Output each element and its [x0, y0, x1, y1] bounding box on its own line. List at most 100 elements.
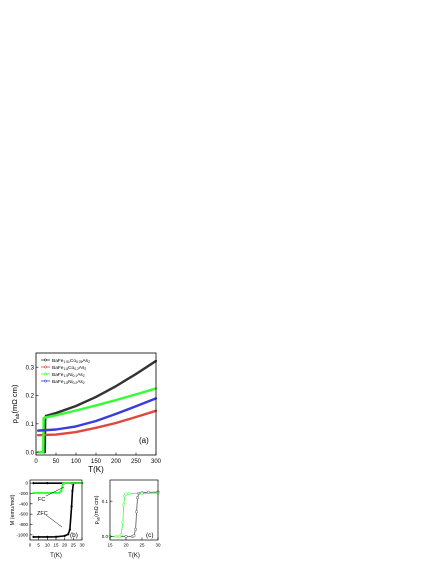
panel-b-xlabel: T(K): [50, 553, 62, 559]
panel-b-ylabel: M (emu/mol): [10, 494, 16, 525]
series-line-b-1: [33, 482, 82, 538]
legend-marker-2: [44, 372, 47, 376]
y-tick-label-b-2: -400: [19, 501, 29, 506]
data-point-c-1-4: [121, 520, 125, 524]
x-tick-label-c-0: 15: [107, 543, 113, 548]
x-tick-label-a-6: 300: [151, 459, 162, 465]
series-line-c-0: [110, 491, 159, 537]
data-point-a-2-1: [42, 451, 45, 454]
y-tick-label-b-3: -600: [19, 512, 29, 517]
data-point-b-1-7: [70, 505, 73, 508]
panel-b-ticks: 0 5 10 15 20 25 300-200-400-600-800-1000: [16, 481, 85, 548]
x-tick-label-a-3: 150: [91, 459, 102, 465]
x-tick-label-b-3: 15: [53, 543, 59, 548]
panel-a: 0 50 100 150 200 250 300 0.0 0.1 0.2 0.3 BaFe1.91C…: [10, 352, 162, 474]
data-point-a-1-3: [94, 426, 98, 429]
x-tick-label-b-0: 0: [29, 543, 32, 548]
legend-marker-1: [44, 365, 47, 369]
panel-a-label: (a): [139, 436, 149, 445]
data-point-c-0-5: [135, 510, 139, 514]
y-tick-label-b-1: -200: [19, 491, 29, 496]
data-point-c-1-5: [122, 503, 126, 507]
data-point-b-1-4: [63, 534, 66, 538]
data-point-b-1-6: [68, 528, 72, 531]
x-tick-label-a-2: 100: [71, 459, 82, 465]
data-point-a-2-3: [44, 416, 48, 419]
data-point-a-0-4: [54, 411, 58, 415]
data-point-a-2-5: [74, 409, 78, 412]
y-tick-label-a-3: 0.3: [26, 365, 35, 371]
y-tick-label-b-4: -800: [19, 522, 29, 527]
legend-label-3: BaFe1.8Ni0.2As2: [52, 379, 85, 385]
panel-a-ylabel: ρab(mΩ cm): [10, 384, 21, 423]
panel-a-series: [36, 359, 158, 454]
x-tick-label-b-1: 5: [37, 543, 40, 548]
panel-c-xlabel: T(K): [128, 553, 140, 559]
data-point-a-0-7: [114, 385, 118, 388]
data-point-a-1-2: [74, 430, 78, 434]
data-point-b-3-5: [60, 490, 63, 493]
zfc-label: ZFC: [37, 511, 48, 517]
data-point-b-3-0: [32, 491, 35, 495]
x-tick-label-a-0: 0: [34, 459, 38, 465]
fc-arrow: [45, 486, 65, 497]
data-point-a-3-3: [94, 419, 98, 423]
data-point-b-3-4: [58, 491, 61, 494]
y-tick-label-c-0: 0.0: [102, 534, 109, 539]
data-point-a-1-1: [54, 433, 58, 436]
data-point-a-3-4: [114, 412, 118, 416]
data-point-b-2-0: [32, 482, 35, 485]
data-point-a-1-4: [114, 421, 118, 425]
data-point-c-1-1: [114, 534, 118, 539]
x-tick-label-c-3: 30: [155, 543, 161, 548]
panel-b: 0 5 10 15 20 25 300-200-400-600-800-1000 FC ZF…: [10, 479, 85, 559]
panel-c: 15 20 25 30 0.0 0.1 T(K) ρab(mΩ cm) (c): [94, 479, 161, 559]
series-line-a-2: [38, 387, 157, 454]
panel-c-ticks: 15 20 25 30 0.0 0.1: [102, 499, 161, 548]
data-point-c-1-9: [140, 491, 144, 495]
data-point-a-0-5: [74, 404, 78, 408]
data-point-a-3-0: [36, 429, 40, 432]
legend-marker-3: [44, 379, 47, 383]
x-tick-label-b-5: 25: [71, 543, 77, 548]
data-point-b-2-1: [46, 482, 49, 485]
legend-label-1: BaFe1.8Co0.2As2: [52, 365, 86, 371]
data-point-c-0-6: [135, 496, 140, 500]
data-point-a-3-2: [74, 425, 78, 428]
data-point-c-0-1: [124, 534, 128, 539]
data-point-a-2-4: [54, 414, 58, 417]
panel-c-series: [108, 490, 160, 539]
x-tick-label-c-1: 20: [123, 543, 129, 548]
data-point-b-3-1: [37, 491, 40, 495]
data-point-a-0-8: [134, 372, 138, 376]
data-point-b-3-3: [54, 491, 58, 495]
panel-c-frame: [109, 479, 159, 541]
y-tick-label-b-0: 0: [25, 481, 28, 486]
panel-b-frame: [29, 479, 83, 541]
panel-c-label: (c): [146, 532, 154, 539]
fc-label: FC: [38, 497, 45, 503]
data-point-b-1-3: [54, 535, 58, 538]
x-tick-label-b-6: 30: [79, 543, 85, 548]
data-point-a-2-6: [94, 404, 98, 407]
data-point-c-0-3: [132, 534, 136, 538]
panel-a-xlabel: T(K): [88, 465, 104, 474]
data-point-a-2-2: [42, 417, 45, 420]
data-point-b-3-8: [63, 481, 66, 485]
data-point-a-2-7: [114, 398, 118, 402]
data-point-a-1-5: [134, 415, 138, 419]
data-point-a-3-1: [54, 428, 58, 431]
zfc-arrow: [45, 514, 63, 528]
data-point-a-3-5: [134, 405, 138, 408]
series-line-b-0: [33, 482, 82, 494]
y-tick-label-c-1: 0.1: [102, 499, 109, 504]
series-line-b-3: [33, 482, 82, 494]
data-point-b-1-0: [32, 535, 35, 539]
data-point-a-2-8: [134, 393, 138, 396]
x-tick-label-a-4: 200: [111, 459, 122, 465]
data-point-b-1-5: [66, 533, 70, 536]
panel-c-ylabel: ρab(mΩ cm): [94, 495, 101, 524]
data-point-b-3-2: [46, 491, 49, 495]
y-tick-label-a-2: 0.2: [26, 394, 35, 400]
data-point-c-1-8: [127, 492, 131, 496]
